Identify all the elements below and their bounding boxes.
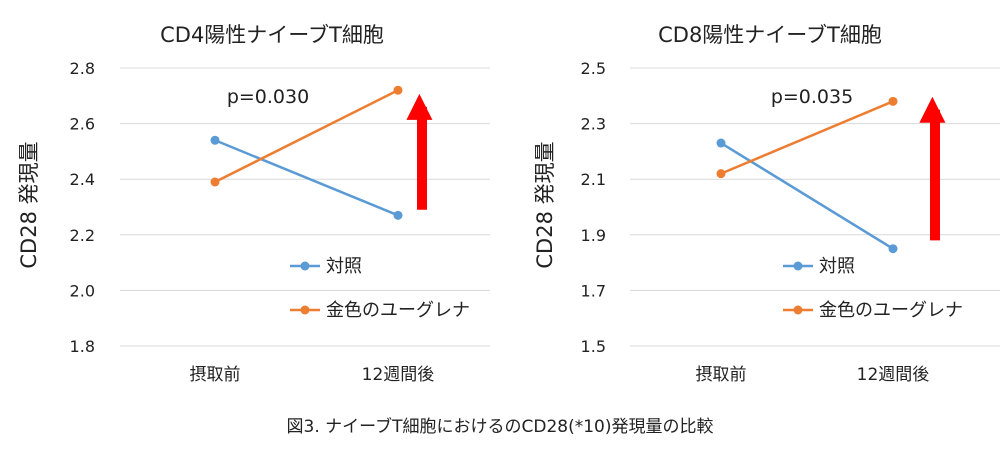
series-line-control — [214, 139, 399, 217]
y-tick-label: 2.3 — [581, 115, 606, 134]
series-line-control — [720, 141, 894, 250]
legend-marker — [300, 305, 310, 315]
y-tick-label: 2.2 — [70, 226, 95, 245]
chart-title: CD8陽性ナイーブT細胞 — [658, 23, 882, 47]
legend-label: 金色のユーグレナ — [326, 300, 470, 321]
y-axis-label: CD28 発現量 — [533, 141, 557, 268]
legend-label: 対照 — [819, 256, 855, 277]
data-point-control — [888, 244, 898, 254]
data-point-control — [716, 138, 726, 148]
legend-marker — [300, 261, 310, 271]
legend-marker — [793, 305, 803, 315]
chart-title: CD4陽性ナイーブT細胞 — [160, 23, 384, 47]
p-value-annotation: p=0.030 — [227, 86, 309, 108]
data-point-euglena — [888, 96, 898, 106]
x-category-label: 12週間後 — [362, 365, 435, 385]
data-point-control — [393, 210, 403, 220]
series-line-euglena — [214, 89, 399, 184]
y-tick-label: 2.1 — [581, 170, 606, 189]
data-point-euglena — [716, 169, 726, 179]
y-tick-label: 1.9 — [581, 226, 606, 245]
y-tick-label: 1.8 — [70, 337, 95, 356]
y-tick-label: 1.7 — [581, 281, 606, 300]
figure-caption: 図3. ナイーブT細胞におけるのCD28(*10)発現量の比較 — [287, 416, 714, 437]
y-tick-label: 2.4 — [70, 170, 95, 189]
y-tick-label: 2.0 — [70, 281, 95, 300]
series-line-euglena — [720, 100, 894, 175]
x-category-label: 12週間後 — [857, 365, 930, 385]
data-point-euglena — [210, 177, 220, 187]
chart-panel-1: 1.8 2.0 2.2 2.4 2.6 2.8 CD4陽性ナイーブT細胞 CD28 発現量摂取… — [17, 23, 490, 385]
y-axis-label: CD28 発現量 — [17, 141, 41, 268]
y-tick-label: 2.8 — [70, 59, 95, 78]
y-tick-label: 1.5 — [581, 337, 606, 356]
y-tick-label: 2.6 — [70, 115, 95, 134]
p-value-annotation: p=0.035 — [771, 86, 853, 108]
data-point-control — [210, 135, 220, 145]
chart-panel-2: 1.5 1.7 1.9 2.1 2.3 2.5 CD8陽性ナイーブT細胞 CD28 発現量摂取… — [533, 23, 1000, 385]
legend-label: 対照 — [326, 256, 362, 277]
legend-marker — [793, 261, 803, 271]
x-category-label: 摂取前 — [190, 365, 241, 385]
x-category-label: 摂取前 — [696, 365, 747, 385]
data-point-euglena — [393, 85, 403, 95]
y-tick-label: 2.5 — [581, 59, 606, 78]
legend-label: 金色のユーグレナ — [819, 300, 963, 321]
